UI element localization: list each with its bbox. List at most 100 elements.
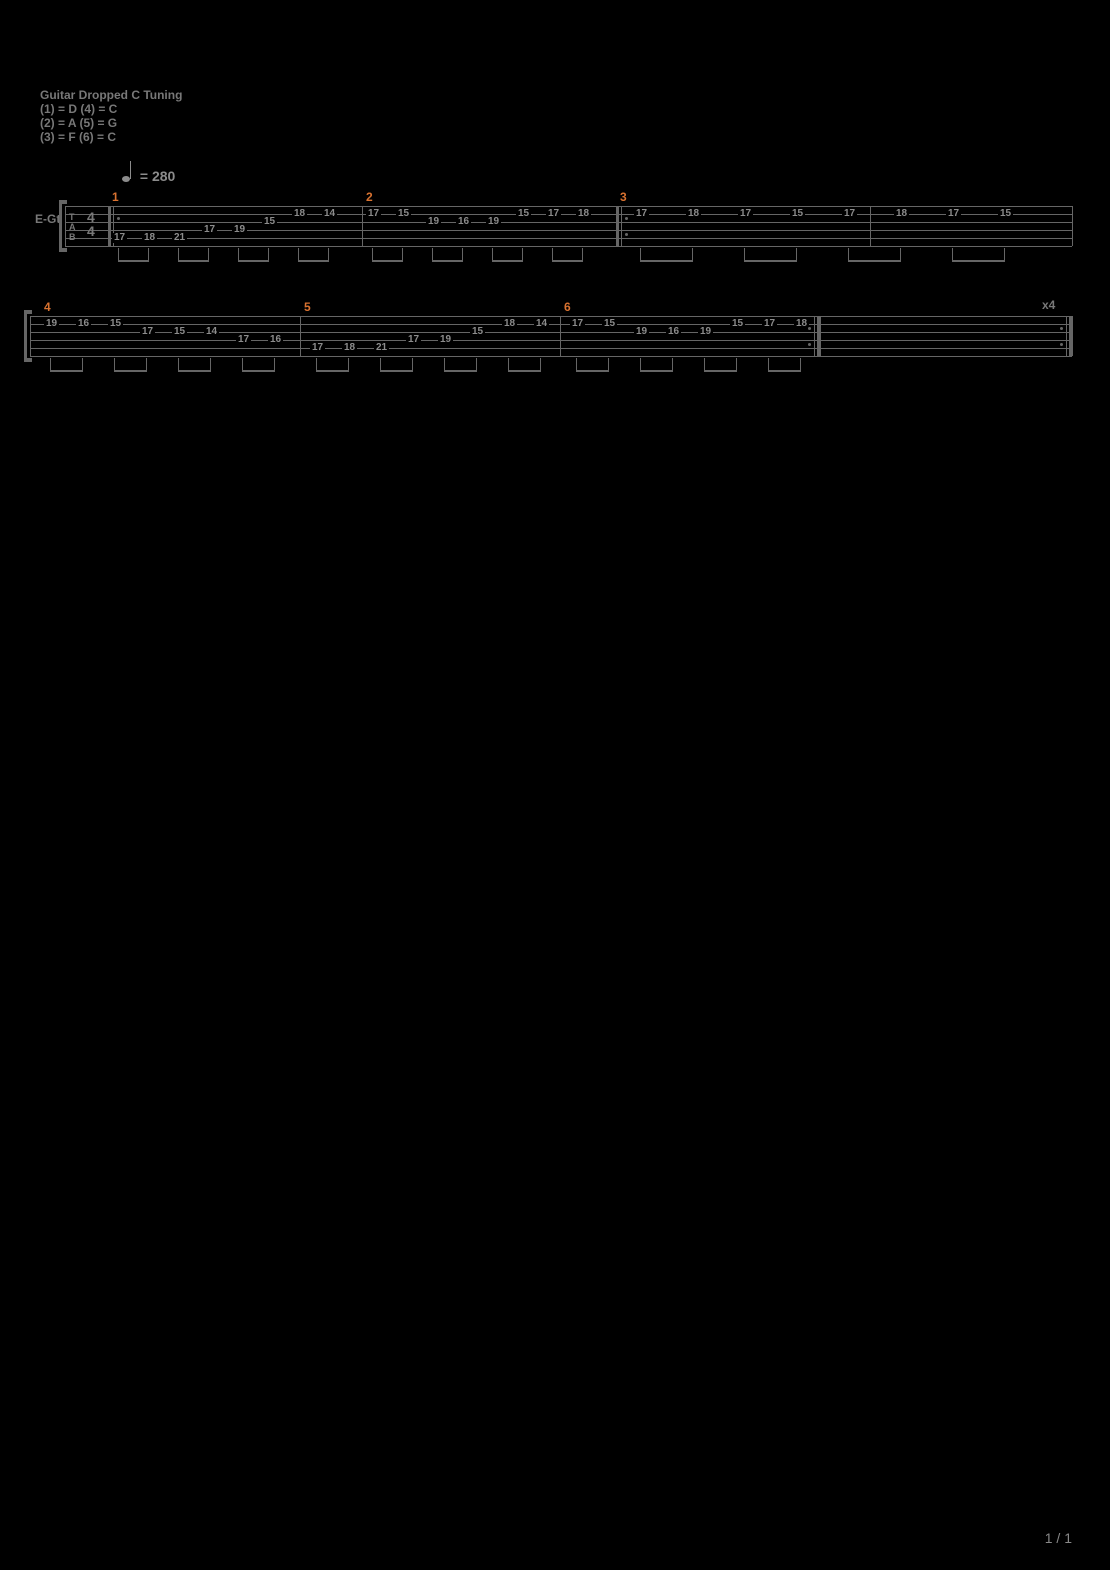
fret-number: 17	[570, 319, 585, 329]
track-label: E-Gt	[35, 212, 60, 226]
staff-line	[65, 238, 1072, 239]
measure-number: 2	[366, 190, 373, 204]
fret-number: 17	[112, 233, 127, 243]
repeat-count: x4	[1042, 298, 1055, 312]
fret-number: 17	[946, 209, 961, 219]
fret-number: 17	[140, 327, 155, 337]
barline	[820, 316, 821, 356]
fret-number: 17	[202, 225, 217, 235]
repeat-dot	[625, 233, 628, 236]
barline	[362, 206, 363, 246]
fret-number: 19	[486, 217, 501, 227]
staff-line	[65, 222, 1072, 223]
note-beam	[372, 260, 403, 262]
fret-number: 19	[426, 217, 441, 227]
note-beam	[316, 370, 349, 372]
fret-number: 19	[232, 225, 247, 235]
note-beam	[848, 260, 901, 262]
repeat-dot	[117, 217, 120, 220]
barline	[1072, 316, 1073, 356]
fret-number: 21	[374, 343, 389, 353]
system-bracket	[24, 312, 27, 360]
note-beam	[242, 370, 275, 372]
fret-number: 18	[342, 343, 357, 353]
fret-number: 14	[204, 327, 219, 337]
fret-number: 14	[534, 319, 549, 329]
fret-number: 15	[108, 319, 123, 329]
fret-number: 17	[634, 209, 649, 219]
barline	[1072, 206, 1073, 246]
time-signature: 44	[87, 210, 95, 238]
fret-number: 16	[456, 217, 471, 227]
fret-number: 18	[794, 319, 809, 329]
fret-number: 17	[842, 209, 857, 219]
fret-number: 17	[738, 209, 753, 219]
staff-line	[30, 324, 1072, 325]
repeat-dot	[625, 217, 628, 220]
tempo-note-icon	[122, 169, 130, 185]
fret-number: 19	[634, 327, 649, 337]
barline	[870, 206, 871, 246]
fret-number: 17	[366, 209, 381, 219]
bracket-end	[59, 248, 67, 252]
fret-number: 17	[546, 209, 561, 219]
tuning-title: Guitar Dropped C Tuning	[40, 88, 182, 102]
system-bracket	[59, 202, 62, 250]
staff-line	[65, 206, 1072, 207]
barline	[300, 316, 301, 356]
bracket-end	[59, 200, 67, 204]
tuning-line-2: (2) = A (5) = G	[40, 116, 182, 130]
fret-number: 16	[268, 335, 283, 345]
fret-number: 17	[406, 335, 421, 345]
tempo-marking: = 280	[122, 168, 175, 185]
staff-line	[30, 316, 1072, 317]
fret-number: 18	[894, 209, 909, 219]
fret-number: 17	[762, 319, 777, 329]
note-beam	[50, 370, 83, 372]
note-beam	[744, 260, 797, 262]
bracket-end	[24, 358, 32, 362]
fret-number: 14	[322, 209, 337, 219]
note-beam	[298, 260, 329, 262]
fret-number: 21	[172, 233, 187, 243]
staff-line	[30, 348, 1072, 349]
measure-number: 6	[564, 300, 571, 314]
fret-number: 17	[236, 335, 251, 345]
note-beam	[118, 260, 149, 262]
repeat-start-bar	[616, 206, 619, 246]
repeat-end-thin	[1066, 316, 1067, 356]
note-beam	[492, 260, 523, 262]
note-beam	[640, 260, 693, 262]
fret-number: 18	[502, 319, 517, 329]
note-beam	[640, 370, 673, 372]
fret-number: 15	[470, 327, 485, 337]
repeat-dot	[1060, 327, 1063, 330]
note-beam	[380, 370, 413, 372]
fret-number: 16	[666, 327, 681, 337]
bracket-end	[24, 310, 32, 314]
fret-number: 15	[516, 209, 531, 219]
fret-number: 15	[998, 209, 1013, 219]
repeat-end-bar	[817, 316, 820, 356]
barline	[65, 206, 66, 246]
fret-number: 19	[438, 335, 453, 345]
tempo-value: = 280	[140, 168, 175, 184]
barline	[560, 316, 561, 356]
repeat-end-bar	[1069, 316, 1072, 356]
note-beam	[178, 370, 211, 372]
repeat-start-thin	[621, 206, 622, 246]
note-beam	[432, 260, 463, 262]
repeat-start-bar	[108, 206, 111, 246]
note-beam	[444, 370, 477, 372]
measure-number: 5	[304, 300, 311, 314]
fret-number: 15	[730, 319, 745, 329]
fret-number: 15	[172, 327, 187, 337]
timesig-top: 4	[87, 210, 95, 224]
fret-number: 15	[602, 319, 617, 329]
note-beam	[704, 370, 737, 372]
note-beam	[576, 370, 609, 372]
fret-number: 18	[686, 209, 701, 219]
fret-number: 18	[142, 233, 157, 243]
fret-number: 19	[698, 327, 713, 337]
measure-number: 4	[44, 300, 51, 314]
